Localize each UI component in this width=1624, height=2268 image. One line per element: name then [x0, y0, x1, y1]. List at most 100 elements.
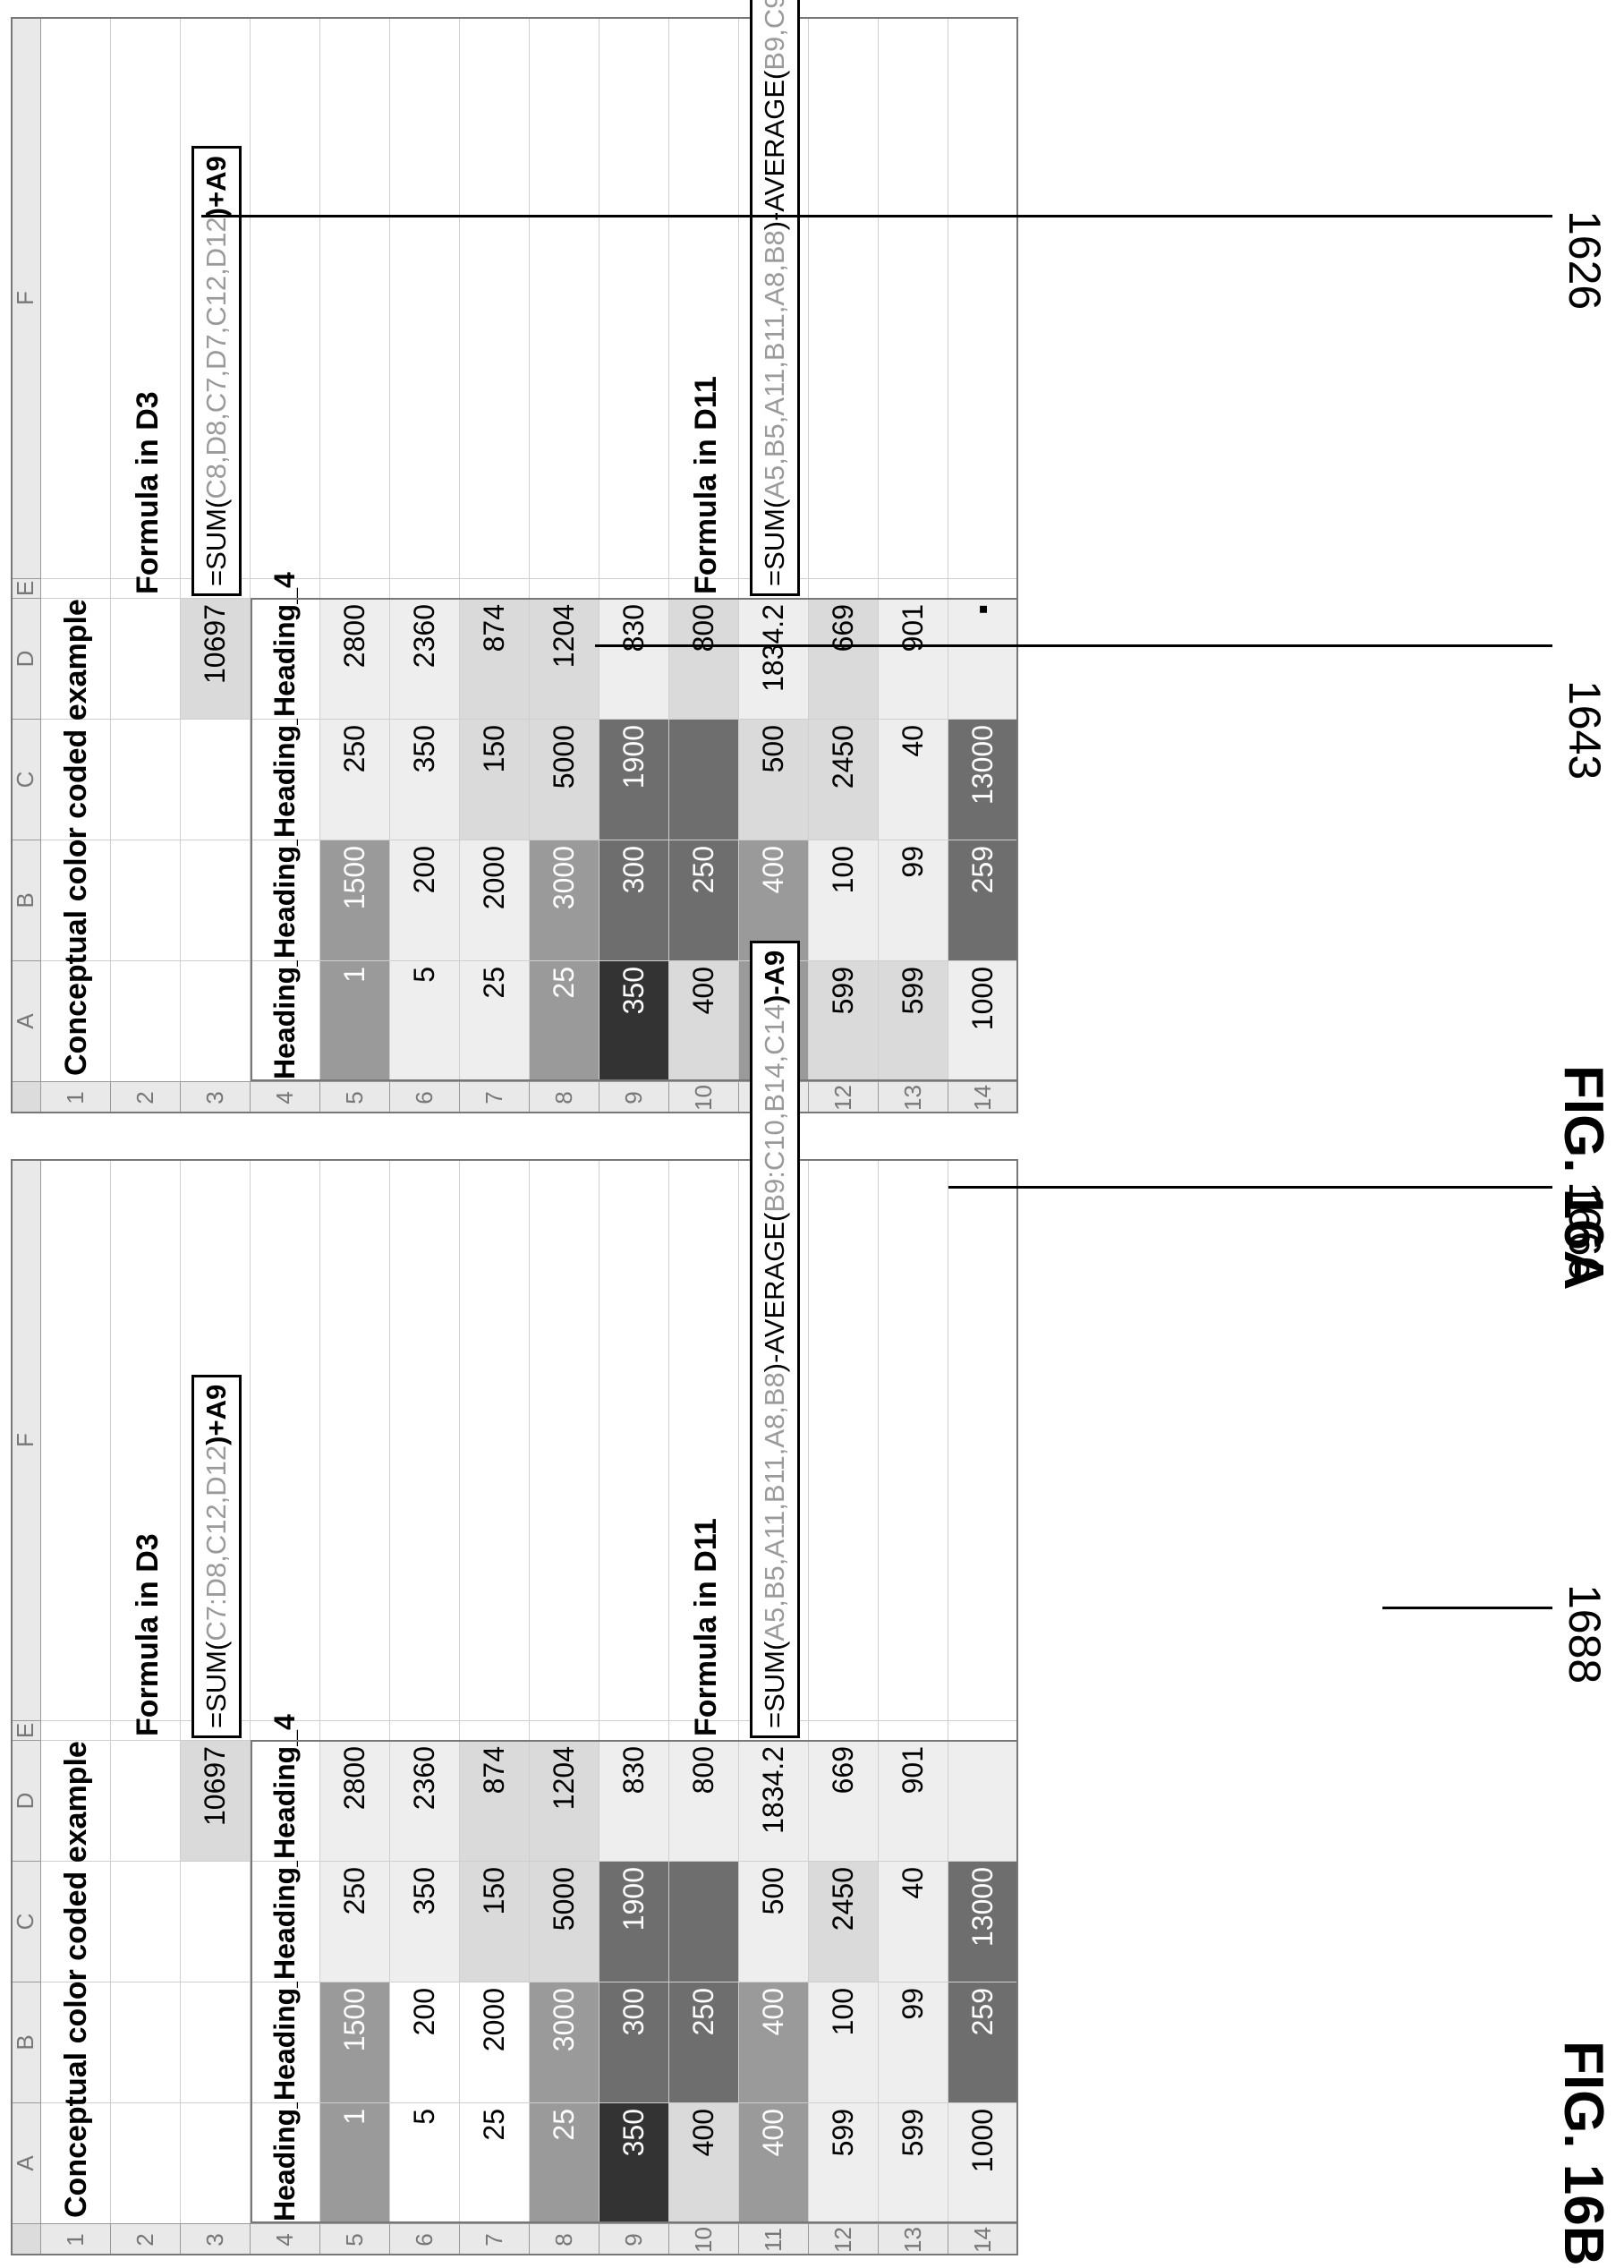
data-cell[interactable]: 5: [390, 2102, 460, 2223]
column-header-a[interactable]: A: [11, 2102, 41, 2223]
data-cell[interactable]: 250: [320, 1861, 390, 1982]
grid-cell[interactable]: [460, 1720, 530, 1740]
row-header-3[interactable]: 3: [181, 2223, 251, 2255]
row-header-2[interactable]: 2: [111, 2223, 181, 2255]
data-cell[interactable]: 599: [879, 960, 948, 1081]
data-cell[interactable]: 2000: [460, 1982, 530, 2102]
data-cell[interactable]: 1900: [599, 1861, 669, 1982]
data-cell[interactable]: 2450: [809, 1861, 879, 1982]
row-header-11[interactable]: 11: [739, 2223, 809, 2255]
data-cell[interactable]: 669: [809, 598, 879, 719]
data-cell[interactable]: 400: [669, 2102, 739, 2223]
data-cell[interactable]: [669, 1861, 739, 1982]
column-header-e[interactable]: E: [11, 1720, 41, 1740]
grid-cell[interactable]: [809, 17, 879, 578]
cell-d3-value[interactable]: 10697: [181, 598, 251, 719]
data-cell[interactable]: 400: [739, 1982, 809, 2102]
data-cell[interactable]: 1: [320, 2102, 390, 2223]
column-header-f[interactable]: F: [11, 1159, 41, 1720]
data-cell[interactable]: [669, 719, 739, 840]
grid-cell[interactable]: [111, 719, 181, 840]
select-all-corner[interactable]: [11, 2223, 41, 2255]
row-header-1[interactable]: 1: [41, 1081, 111, 1113]
data-cell[interactable]: 100: [809, 1982, 879, 2102]
grid-cell[interactable]: [320, 1720, 390, 1740]
column-header-c[interactable]: C: [11, 1861, 41, 1982]
grid-cell[interactable]: [111, 1982, 181, 2102]
grid-cell[interactable]: [111, 1740, 181, 1861]
heading-cell[interactable]: Heading_2: [251, 1956, 320, 2102]
data-cell[interactable]: 25: [530, 2102, 599, 2223]
data-cell[interactable]: 99: [879, 1982, 948, 2102]
data-cell[interactable]: 3000: [530, 840, 599, 960]
column-header-a[interactable]: A: [11, 960, 41, 1081]
data-cell[interactable]: 2800: [320, 598, 390, 719]
data-cell[interactable]: 1: [320, 960, 390, 1081]
data-cell[interactable]: 300: [599, 840, 669, 960]
data-cell[interactable]: 200: [390, 1982, 460, 2102]
data-cell[interactable]: 25: [460, 2102, 530, 2223]
grid-cell[interactable]: [530, 578, 599, 598]
grid-cell[interactable]: [879, 1159, 948, 1720]
column-header-c[interactable]: C: [11, 719, 41, 840]
data-cell[interactable]: 300: [599, 1982, 669, 2102]
grid-cell[interactable]: [809, 1159, 879, 1720]
data-cell[interactable]: 2450: [809, 719, 879, 840]
row-header-4[interactable]: 4: [251, 2223, 320, 2255]
data-cell[interactable]: 200: [390, 840, 460, 960]
data-cell[interactable]: 250: [669, 840, 739, 960]
heading-cell[interactable]: Heading_2: [251, 814, 320, 960]
data-cell[interactable]: 259: [948, 840, 1018, 960]
row-header-10[interactable]: 10: [669, 2223, 739, 2255]
row-header-8[interactable]: 8: [530, 2223, 599, 2255]
data-cell[interactable]: 40: [879, 719, 948, 840]
data-cell[interactable]: 100: [809, 840, 879, 960]
row-header-13[interactable]: 13: [879, 1081, 948, 1113]
data-cell[interactable]: 830: [599, 598, 669, 719]
row-header-10[interactable]: 10: [669, 1081, 739, 1113]
grid-cell[interactable]: [460, 1159, 530, 1720]
grid-cell[interactable]: [530, 17, 599, 578]
column-header-d[interactable]: D: [11, 598, 41, 719]
grid-cell[interactable]: [460, 578, 530, 598]
row-header-6[interactable]: 6: [390, 2223, 460, 2255]
grid-cell[interactable]: [948, 17, 1018, 578]
data-cell[interactable]: 500: [739, 719, 809, 840]
sheet-title[interactable]: Conceptual color coded example: [58, 1741, 93, 2218]
grid-cell[interactable]: [809, 578, 879, 598]
grid-cell[interactable]: [599, 1159, 669, 1720]
row-header-14[interactable]: 14: [948, 2223, 1018, 2255]
grid-cell[interactable]: [390, 578, 460, 598]
data-cell[interactable]: 5000: [530, 719, 599, 840]
grid-cell[interactable]: [948, 1159, 1018, 1720]
grid-cell[interactable]: [460, 17, 530, 578]
heading-cell[interactable]: Heading_1: [251, 934, 320, 1081]
grid-cell[interactable]: [181, 2102, 251, 2223]
grid-cell[interactable]: [390, 1159, 460, 1720]
grid-cell[interactable]: [111, 2102, 181, 2223]
row-header-2[interactable]: 2: [111, 1081, 181, 1113]
data-cell[interactable]: 874: [460, 1740, 530, 1861]
row-header-5[interactable]: 5: [320, 1081, 390, 1113]
row-header-14[interactable]: 14: [948, 1081, 1018, 1113]
row-header-12[interactable]: 12: [809, 1081, 879, 1113]
data-cell[interactable]: 599: [809, 960, 879, 1081]
data-cell[interactable]: 1000: [948, 2102, 1018, 2223]
column-header-f[interactable]: F: [11, 17, 41, 578]
data-cell[interactable]: 25: [460, 960, 530, 1081]
data-cell[interactable]: 669: [809, 1740, 879, 1861]
row-header-8[interactable]: 8: [530, 1081, 599, 1113]
row-header-7[interactable]: 7: [460, 2223, 530, 2255]
grid-cell[interactable]: [111, 1861, 181, 1982]
grid-cell[interactable]: [530, 1720, 599, 1740]
heading-cell[interactable]: Heading_3: [251, 693, 320, 840]
data-cell[interactable]: 1500: [320, 1982, 390, 2102]
column-header-d[interactable]: D: [11, 1740, 41, 1861]
row-header-5[interactable]: 5: [320, 2223, 390, 2255]
grid-cell[interactable]: [599, 1720, 669, 1740]
data-cell[interactable]: 400: [669, 960, 739, 1081]
grid-cell[interactable]: [599, 578, 669, 598]
grid-cell[interactable]: [390, 1720, 460, 1740]
data-cell[interactable]: 13000: [948, 719, 1018, 840]
data-cell[interactable]: 901: [879, 598, 948, 719]
